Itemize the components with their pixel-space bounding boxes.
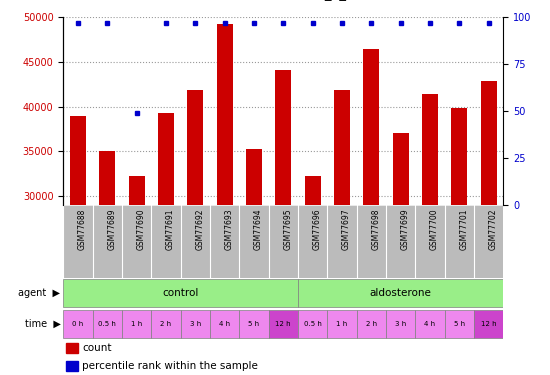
Text: control: control xyxy=(162,288,199,298)
Bar xyxy=(386,310,415,338)
Text: GSM77698: GSM77698 xyxy=(371,209,380,250)
Text: agent  ▶: agent ▶ xyxy=(19,288,60,298)
Bar xyxy=(66,343,78,353)
Text: GSM77693: GSM77693 xyxy=(224,209,234,250)
Bar xyxy=(422,94,438,375)
Bar xyxy=(180,310,210,338)
Bar xyxy=(393,134,409,375)
Text: time  ▶: time ▶ xyxy=(25,319,60,329)
Bar xyxy=(298,310,327,338)
Bar xyxy=(474,310,503,338)
Bar xyxy=(129,176,145,375)
Text: 0 h: 0 h xyxy=(72,321,84,327)
Text: GSM77702: GSM77702 xyxy=(488,209,498,250)
Text: aldosterone: aldosterone xyxy=(370,288,432,298)
Bar xyxy=(99,151,116,375)
Text: 2 h: 2 h xyxy=(161,321,172,327)
Bar xyxy=(334,90,350,375)
Bar xyxy=(268,310,298,338)
Bar xyxy=(275,70,292,375)
Text: GSM77694: GSM77694 xyxy=(254,209,263,250)
Text: 12 h: 12 h xyxy=(481,321,497,327)
Bar xyxy=(187,90,204,375)
Bar xyxy=(63,310,92,338)
Bar xyxy=(444,310,474,338)
Text: GSM77697: GSM77697 xyxy=(342,209,351,250)
Text: GSM77701: GSM77701 xyxy=(459,209,468,250)
Text: GSM77699: GSM77699 xyxy=(400,209,410,250)
Bar xyxy=(246,148,262,375)
Bar xyxy=(451,108,468,375)
Text: 0.5 h: 0.5 h xyxy=(304,321,322,327)
Text: 1 h: 1 h xyxy=(131,321,142,327)
Text: 2 h: 2 h xyxy=(366,321,377,327)
Text: 5 h: 5 h xyxy=(454,321,465,327)
Text: 3 h: 3 h xyxy=(190,321,201,327)
Text: 4 h: 4 h xyxy=(425,321,436,327)
Bar xyxy=(210,310,239,338)
Text: GSM77692: GSM77692 xyxy=(195,209,204,250)
Text: 0.5 h: 0.5 h xyxy=(98,321,116,327)
Text: GSM77696: GSM77696 xyxy=(312,209,322,250)
Bar xyxy=(158,113,174,375)
Bar xyxy=(92,310,122,338)
Text: 4 h: 4 h xyxy=(219,321,230,327)
Bar xyxy=(305,176,321,375)
Bar xyxy=(327,310,356,338)
Bar xyxy=(356,310,386,338)
Text: GSM77689: GSM77689 xyxy=(107,209,116,250)
Text: count: count xyxy=(82,343,112,353)
Text: GSM77688: GSM77688 xyxy=(78,209,87,250)
Bar xyxy=(298,279,503,307)
Bar xyxy=(217,24,233,375)
Bar xyxy=(239,310,268,338)
Text: 3 h: 3 h xyxy=(395,321,406,327)
Text: 5 h: 5 h xyxy=(249,321,260,327)
Bar xyxy=(363,50,379,375)
Bar xyxy=(481,81,497,375)
Bar xyxy=(66,362,78,371)
Bar xyxy=(151,310,180,338)
Text: GSM77690: GSM77690 xyxy=(136,209,146,250)
Text: GSM77700: GSM77700 xyxy=(430,209,439,250)
Text: percentile rank within the sample: percentile rank within the sample xyxy=(82,362,258,372)
Text: GSM77691: GSM77691 xyxy=(166,209,175,250)
Text: 12 h: 12 h xyxy=(276,321,291,327)
Bar xyxy=(415,310,444,338)
Bar xyxy=(70,116,86,375)
Text: GSM77695: GSM77695 xyxy=(283,209,292,250)
Bar xyxy=(63,279,298,307)
Text: 1 h: 1 h xyxy=(336,321,348,327)
Bar xyxy=(122,310,151,338)
